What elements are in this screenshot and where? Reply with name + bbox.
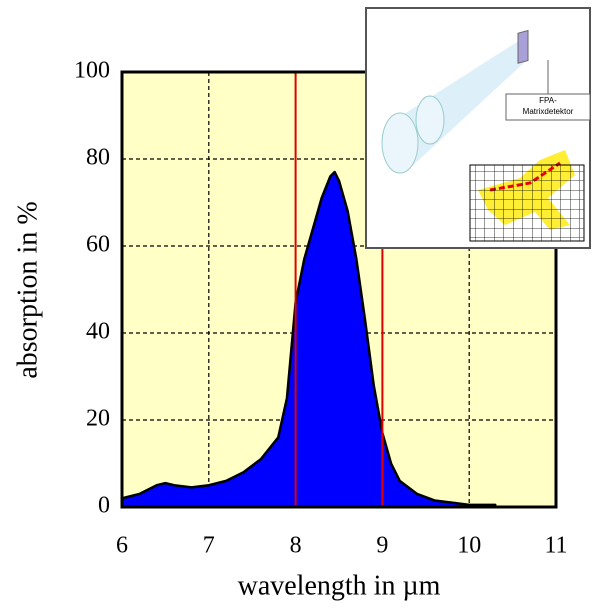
area (120, 170, 497, 509)
y-tick-label: 100 (74, 58, 110, 84)
x-axis-label: wavelength in µm (238, 570, 441, 601)
pixel-grid (469, 164, 585, 242)
plot-frame (120, 70, 558, 509)
x-tick-label: 7 (203, 533, 215, 559)
y-axis-label: absorption in % (12, 201, 43, 378)
label-box (505, 93, 591, 121)
x-tick-label: 11 (544, 533, 567, 559)
lens (415, 95, 445, 145)
detector (517, 29, 529, 64)
y-tick-label: 60 (86, 232, 110, 258)
x-tick-label: 10 (457, 533, 481, 559)
y-tick-label: 40 (86, 319, 110, 345)
lens (381, 112, 419, 174)
y-tick-label: 0 (98, 493, 110, 519)
y-tick-label: 80 (86, 145, 110, 171)
y-tick-label: 20 (86, 406, 110, 432)
inset-label: Matrixdetektor (523, 107, 574, 116)
x-tick-label: 8 (290, 533, 302, 559)
x-tick-label: 9 (376, 533, 388, 559)
x-tick-label: 6 (116, 533, 128, 559)
inset-label: FPA- (539, 96, 557, 105)
inset: FPA- Matrixdetektor (365, 7, 591, 249)
